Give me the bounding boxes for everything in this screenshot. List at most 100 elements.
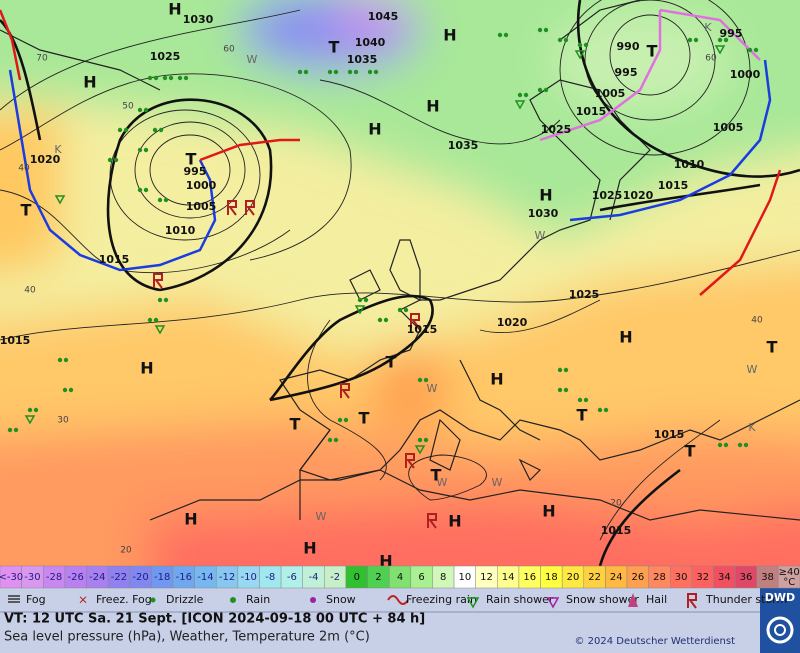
scale-label: ≥40 <box>779 567 800 578</box>
rain-symbol <box>152 127 158 133</box>
pressure-center: H <box>368 120 381 139</box>
rain-symbol <box>168 75 174 81</box>
rain-symbol <box>327 437 333 443</box>
rain-symbol <box>583 42 589 48</box>
scale-label: -26 <box>68 572 84 583</box>
shower-symbol <box>514 100 526 110</box>
scale-label: 36 <box>740 572 753 583</box>
rain-symbol <box>117 127 123 133</box>
rain-symbol <box>68 387 74 393</box>
rain-symbol <box>723 442 729 448</box>
rain-symbol <box>743 442 749 448</box>
airmass-label: K <box>704 21 712 34</box>
legend-icon: ⨯ <box>78 593 88 607</box>
isobar-label: 995 <box>184 165 207 178</box>
rain-symbol <box>57 357 63 363</box>
rain-symbol <box>537 27 543 33</box>
rain-symbol <box>537 87 543 93</box>
isobar-label: 1045 <box>368 10 399 23</box>
thunderstorm-symbol <box>227 200 237 216</box>
scale-label: 10 <box>458 572 471 583</box>
rain-symbol <box>557 387 563 393</box>
legend-label: Fog <box>26 593 46 606</box>
scale-label: -30 <box>24 572 40 583</box>
isobar-label: 1030 <box>183 13 214 26</box>
dwd-logo <box>760 588 800 653</box>
scale-label: -16 <box>176 572 192 583</box>
isobar-label: 1015 <box>601 524 632 537</box>
pressure-center: T <box>577 406 588 425</box>
rain-symbol <box>373 69 379 75</box>
isobar-label: 1030 <box>528 207 559 220</box>
rain-symbol <box>753 47 759 53</box>
scale-label: 24 <box>610 572 623 583</box>
legend-icon <box>687 593 697 609</box>
rain-symbol <box>153 75 159 81</box>
isobar-label: 1025 <box>569 288 600 301</box>
isobar-label: 1035 <box>448 139 479 152</box>
legend-label: Freez. Fog <box>96 593 152 606</box>
rain-symbol <box>403 307 409 313</box>
isobar-label: 1015 <box>654 428 685 441</box>
rain-symbol <box>497 32 503 38</box>
rain-symbol <box>333 437 339 443</box>
scale-label: -10 <box>240 572 256 583</box>
scale-label: 2 <box>375 572 381 583</box>
isobar-label: 1005 <box>595 87 626 100</box>
grid-label: 60 <box>223 45 235 55</box>
rain-symbol <box>143 187 149 193</box>
rain-symbol <box>157 297 163 303</box>
pressure-center: T <box>329 38 340 57</box>
airmass-label: K <box>54 143 62 156</box>
airmass-label: W <box>747 363 758 376</box>
legend-label: Snow shower <box>566 593 639 606</box>
thunderstorm-symbol <box>340 383 350 399</box>
legend-label: Rain <box>246 593 270 606</box>
pressure-center: H <box>619 328 632 347</box>
grid-label: 50 <box>122 102 134 112</box>
shower-symbol <box>574 50 586 60</box>
thunderstorm-symbol <box>427 513 437 529</box>
pressure-center: H <box>539 186 552 205</box>
isobar-label: 1035 <box>347 53 378 66</box>
rain-symbol <box>563 367 569 373</box>
airmass-label: W <box>492 476 503 489</box>
rain-symbol <box>717 442 723 448</box>
rain-symbol <box>577 397 583 403</box>
grid-label: 20 <box>120 546 132 556</box>
rain-symbol <box>153 317 159 323</box>
rain-symbol <box>123 127 129 133</box>
rain-symbol <box>137 187 143 193</box>
legend-icon <box>150 597 156 603</box>
rain-symbol <box>353 69 359 75</box>
rain-symbol <box>147 75 153 81</box>
pressure-center: H <box>168 0 181 19</box>
thunderstorm-symbol <box>405 453 415 469</box>
pressure-center: H <box>426 97 439 116</box>
rain-symbol <box>327 69 333 75</box>
pressure-center: T <box>386 353 397 372</box>
rain-symbol <box>147 317 153 323</box>
scale-label: 22 <box>588 572 601 583</box>
rain-symbol <box>113 157 119 163</box>
pressure-center: H <box>379 552 392 571</box>
rain-symbol <box>503 32 509 38</box>
scale-label: 34 <box>718 572 731 583</box>
isobar-label: 1000 <box>730 68 761 81</box>
rain-symbol <box>62 387 68 393</box>
rain-symbol <box>747 47 753 53</box>
scale-label: 28 <box>653 572 666 583</box>
rain-symbol <box>723 37 729 43</box>
isobar-label: 1025 <box>150 50 181 63</box>
isobar-label: 1015 <box>658 179 689 192</box>
pressure-center: H <box>448 512 461 531</box>
rain-symbol <box>157 197 163 203</box>
grid-label: 20 <box>610 499 622 509</box>
rain-symbol <box>577 42 583 48</box>
valid-time: VT: 12 UTC Sa. 21 Sept. [ICON 2024-09-18… <box>4 612 425 627</box>
rain-symbol <box>107 157 113 163</box>
legend-label: Rain shower <box>486 593 554 606</box>
isobar-label: 1015 <box>99 253 130 266</box>
rain-symbol <box>557 367 563 373</box>
thunderstorm-symbol <box>153 273 163 289</box>
